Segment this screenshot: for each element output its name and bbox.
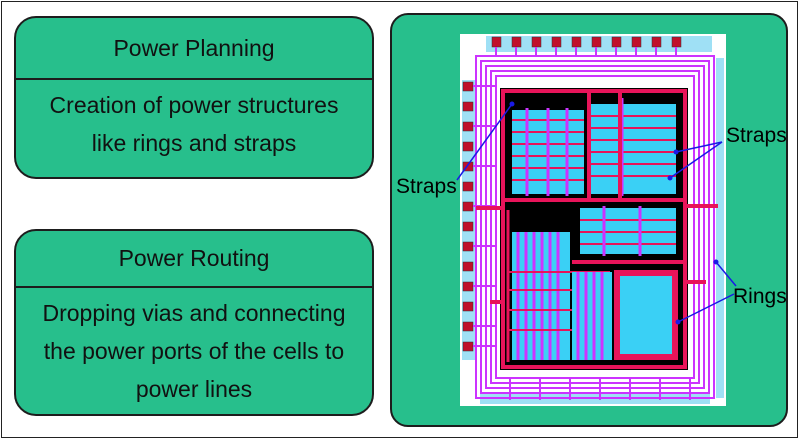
arrow-straps-right-2 [669, 141, 723, 179]
left-io-pads [462, 80, 476, 360]
block-top-left [512, 108, 584, 196]
arrow-rings-2 [677, 293, 735, 323]
arrow-heads [509, 101, 719, 325]
vertical-straps [587, 91, 622, 200]
power-routing-title: Power Routing [16, 231, 372, 288]
power-planning-title: Power Planning [16, 18, 372, 80]
block-middle [580, 206, 676, 256]
power-routing-card: Power Routing Dropping vias and connecti… [14, 229, 374, 416]
annotation-arrows [456, 103, 737, 323]
rings-label: Rings [733, 285, 787, 308]
horizontal-straps [503, 198, 685, 264]
arrow-rings-1 [715, 261, 737, 287]
bottom-pad-connections [509, 378, 691, 400]
right-io-strip [716, 58, 724, 398]
core-ring [501, 89, 687, 369]
block-bottom-right-macro [614, 270, 678, 360]
straps-label-right: Straps [726, 124, 787, 147]
power-routing-description: Dropping vias and connecting the power p… [42, 300, 346, 402]
block-top-right [590, 98, 676, 196]
top-io-pads [486, 36, 712, 52]
power-planning-card: Power Planning Creation of power structu… [14, 16, 374, 179]
power-planning-description: Creation of power structures like rings … [49, 92, 339, 156]
arrow-straps-right-1 [675, 141, 723, 153]
straps-label-left: Straps [396, 175, 457, 198]
ring-taps [476, 204, 718, 304]
arrow-straps-left [456, 103, 513, 181]
block-bottom-left [508, 232, 612, 360]
top-pad-connections [495, 47, 677, 56]
